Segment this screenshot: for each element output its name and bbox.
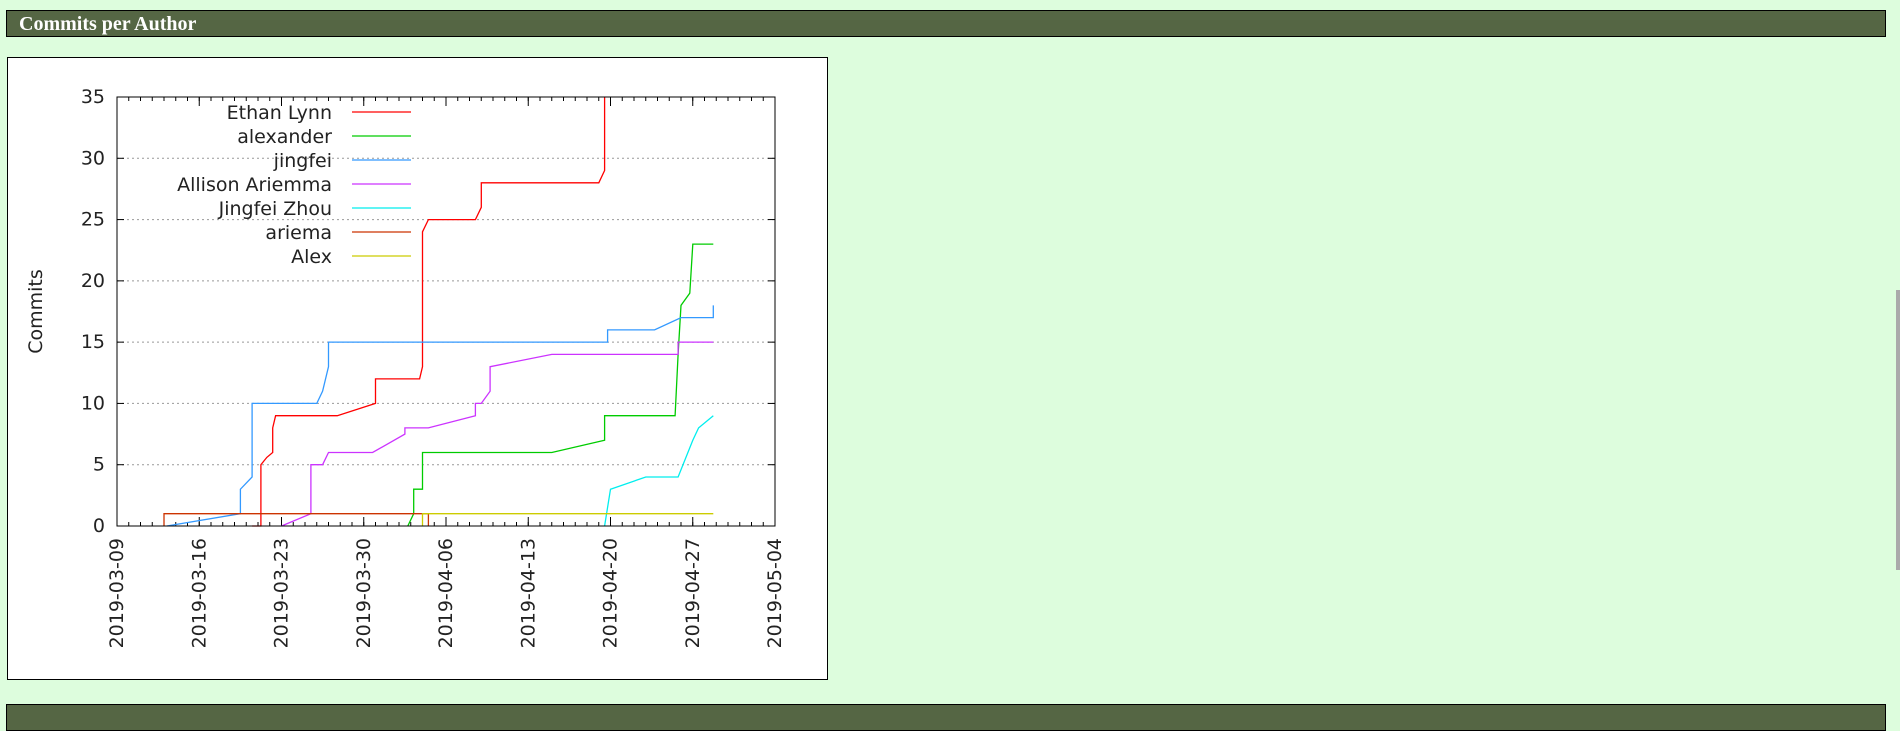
y-tick-label: 5 — [93, 454, 105, 476]
series-line-4 — [603, 415, 714, 527]
plot-border — [116, 96, 776, 527]
series-line-2 — [166, 305, 714, 527]
series-line-1 — [407, 243, 714, 527]
section-title: Commits per Author — [19, 13, 197, 35]
legend-label-0: Ethan Lynn — [227, 102, 332, 124]
legend-label-1: alexander — [237, 126, 332, 148]
x-tick-label: 2019-05-04 — [764, 538, 786, 648]
x-tick-label: 2019-03-16 — [188, 538, 210, 648]
x-tick-label: 2019-03-09 — [106, 538, 128, 648]
legend-label-6: Alex — [291, 246, 332, 268]
y-tick-label: 10 — [81, 392, 105, 414]
commits-line-chart: 0 5 10 15 20 25 30 35 2019-03-09 2019-03-16 2019-0… — [25, 86, 786, 648]
page-scrollbar[interactable] — [1896, 290, 1900, 570]
x-tick-label: 2019-04-27 — [682, 538, 704, 648]
legend-label-2: jingfei — [273, 150, 332, 172]
commits-chart-frame: 0 5 10 15 20 25 30 35 2019-03-09 2019-03-16 2019-0… — [7, 57, 828, 680]
legend-label-4: Jingfei Zhou — [218, 198, 332, 220]
y-axis-label: Commits — [25, 269, 47, 354]
series-line-6 — [421, 513, 714, 526]
x-tick-label: 2019-04-13 — [517, 538, 539, 648]
y-tick-label: 25 — [81, 209, 105, 231]
y-tick-label: 20 — [81, 270, 105, 292]
y-tick-label: 30 — [81, 147, 105, 169]
legend-label-5: ariema — [265, 222, 332, 244]
series-line-3 — [281, 341, 714, 527]
x-tick-label: 2019-03-30 — [353, 538, 375, 648]
y-tick-label: 0 — [93, 515, 105, 537]
x-tick-label: 2019-03-23 — [271, 538, 293, 648]
x-tick-label: 2019-04-20 — [600, 538, 622, 648]
section-header-commits-per-author: Commits per Author — [6, 10, 1886, 37]
series-line-0 — [252, 97, 606, 527]
y-tick-label: 15 — [81, 331, 105, 353]
x-tick-label: 2019-04-06 — [435, 538, 457, 648]
legend-label-3: Allison Ariemma — [177, 174, 332, 196]
y-tick-label: 35 — [81, 86, 105, 108]
series-line-5 — [163, 513, 430, 526]
section-header-next — [6, 704, 1886, 731]
